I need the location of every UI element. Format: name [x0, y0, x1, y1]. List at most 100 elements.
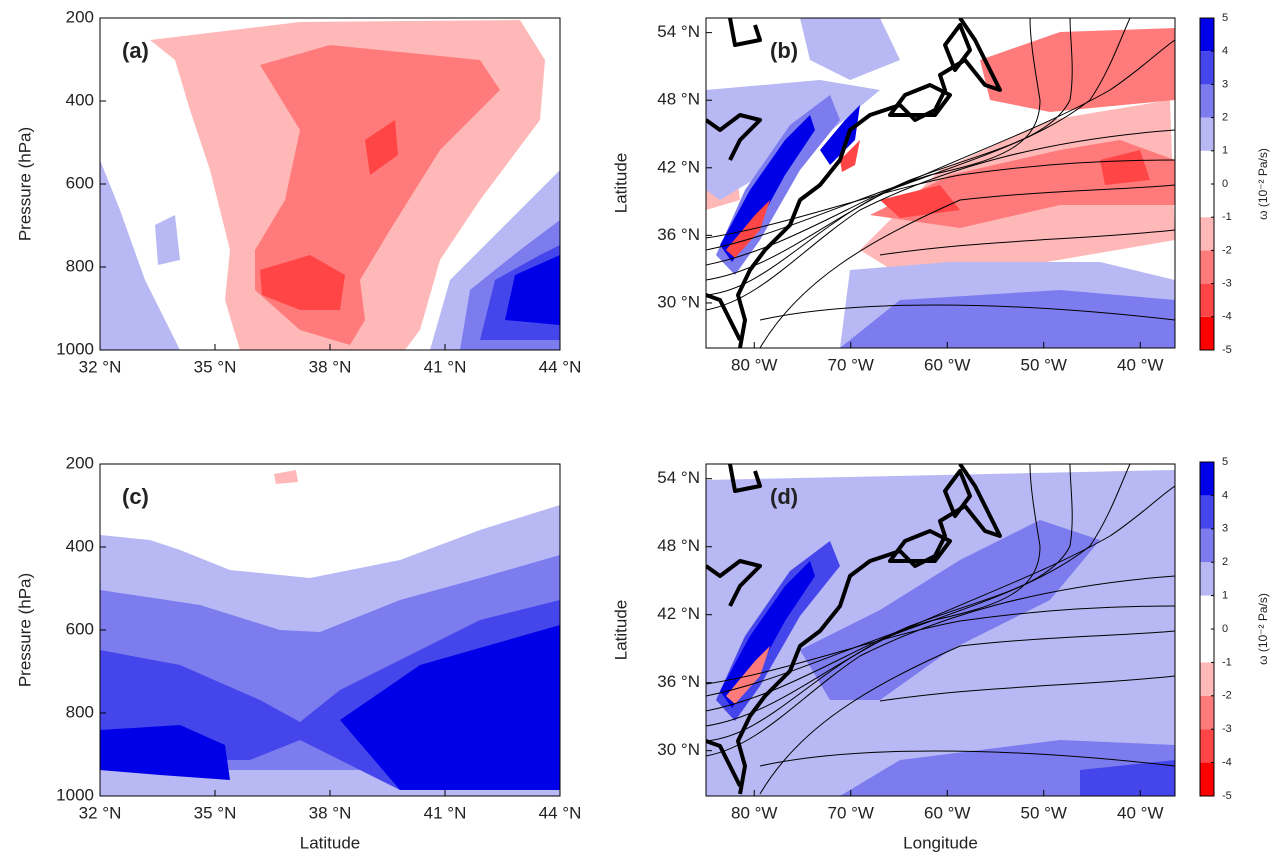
x-tick-label: 41 °N: [424, 803, 467, 822]
colorbar-tick-label: -5: [1222, 344, 1232, 356]
colorbar-tick-label: -1: [1222, 656, 1232, 668]
y-tick-label: 48 °N: [657, 90, 700, 109]
colorbar-level: [1200, 495, 1214, 529]
x-axis-label: Longitude: [903, 833, 978, 852]
colorbar-tick-label: -3: [1222, 723, 1232, 735]
y-tick-label: 30 °N: [657, 292, 700, 311]
y-tick-label: 200: [66, 453, 94, 472]
x-tick-label: 60 °W: [924, 803, 970, 822]
colorbar-level: [1200, 462, 1214, 496]
contour-fill: [706, 470, 1175, 796]
colorbar-tick-label: 4: [1222, 45, 1228, 57]
x-tick-label: 35 °N: [194, 357, 237, 376]
x-axis-label: Latitude: [300, 833, 361, 852]
x-tick-label: 40 °W: [1117, 803, 1163, 822]
y-tick-label: 36 °N: [657, 225, 700, 244]
colorbar-level: [1200, 283, 1214, 317]
colorbar-tick-label: 3: [1222, 523, 1228, 535]
y-tick-label: 36 °N: [657, 672, 700, 691]
x-tick-label: 50 °W: [1021, 803, 1067, 822]
colorbar-tick-label: 0: [1222, 623, 1228, 635]
x-tick-label: 70 °W: [828, 355, 874, 374]
x-tick-label: 38 °N: [309, 803, 352, 822]
panel-label: (d): [770, 484, 798, 509]
x-tick-label: 38 °N: [309, 357, 352, 376]
y-tick-label: 54 °N: [657, 22, 700, 41]
x-tick-label: 35 °N: [194, 803, 237, 822]
colorbar-level: [1200, 217, 1214, 251]
colorbar-tick-label: 1: [1222, 145, 1228, 157]
y-tick-label: 42 °N: [657, 157, 700, 176]
x-tick-label: 32 °N: [79, 803, 122, 822]
y-axis-label: Latitude: [611, 600, 630, 661]
y-tick-label: 42 °N: [657, 604, 700, 623]
contour-fill: [706, 18, 1175, 348]
panel-label: (b): [770, 38, 798, 63]
plot-frame: [705, 463, 1176, 797]
colorbar-tick-label: -4: [1222, 757, 1232, 769]
y-tick-label: 600: [66, 619, 94, 638]
contour-fill: [100, 470, 560, 796]
x-tick-label: 50 °W: [1021, 355, 1067, 374]
colorbar-tick-label: 4: [1222, 489, 1228, 501]
contour-fill: [100, 20, 560, 350]
colorbar-level: [1200, 695, 1214, 730]
x-tick-label: 44 °N: [539, 357, 582, 376]
colorbar-label: ω (10⁻² Pa/s): [1256, 148, 1270, 220]
colorbar-level: [1200, 629, 1214, 663]
x-tick-label: 40 °W: [1117, 355, 1163, 374]
y-tick-label: 400: [66, 90, 94, 109]
y-axis-label: Pressure (hPa): [15, 127, 34, 241]
y-tick-label: 30 °N: [657, 740, 700, 759]
colorbar-tick-label: 1: [1222, 590, 1228, 602]
colorbar-tick-label: -3: [1222, 278, 1232, 290]
colorbar-tick-label: -2: [1222, 690, 1232, 702]
colorbar-level: [1200, 117, 1214, 151]
colorbar-level: [1200, 184, 1214, 218]
x-tick-label: 80 °W: [731, 355, 777, 374]
y-tick-label: 48 °N: [657, 536, 700, 555]
y-axis-label: Pressure (hPa): [15, 573, 34, 687]
colorbar-tick-label: 0: [1222, 178, 1228, 190]
colorbar-level: [1200, 562, 1214, 596]
x-tick-label: 70 °W: [828, 803, 874, 822]
colorbar-tick-label: -4: [1222, 311, 1232, 323]
y-axis-label: Latitude: [611, 153, 630, 214]
colorbar-tick-label: -1: [1222, 211, 1232, 223]
y-tick-label: 1000: [56, 785, 94, 804]
y-tick-label: 200: [66, 7, 94, 26]
colorbar-tick-label: 2: [1222, 112, 1228, 124]
colorbar-level: [1200, 528, 1214, 563]
plot-frame: [705, 17, 1176, 349]
panel-label: (a): [122, 38, 149, 63]
y-tick-label: 400: [66, 536, 94, 555]
colorbar-level: [1200, 18, 1214, 52]
y-tick-label: 600: [66, 173, 94, 192]
y-tick-label: 1000: [56, 339, 94, 358]
colorbar-level: [1200, 51, 1214, 85]
y-tick-label: 800: [66, 256, 94, 275]
colorbar-tick-label: 3: [1222, 78, 1228, 90]
colorbar-tick-label: -5: [1222, 790, 1232, 802]
x-tick-label: 44 °N: [539, 803, 582, 822]
colorbar-label: ω (10⁻² Pa/s): [1256, 593, 1270, 665]
panel-label: (c): [122, 484, 149, 509]
colorbar-level: [1200, 729, 1214, 763]
colorbar-level: [1200, 662, 1214, 696]
colorbar-level: [1200, 250, 1214, 284]
colorbar-level: [1200, 84, 1214, 118]
colorbar-level: [1200, 762, 1214, 796]
x-tick-label: 32 °N: [79, 357, 122, 376]
colorbar-tick-label: 5: [1222, 456, 1228, 468]
colorbar-level: [1200, 595, 1214, 629]
y-tick-label: 54 °N: [657, 468, 700, 487]
x-tick-label: 60 °W: [924, 355, 970, 374]
colorbar-tick-label: 2: [1222, 556, 1228, 568]
x-tick-label: 41 °N: [424, 357, 467, 376]
colorbar-level: [1200, 150, 1214, 184]
x-tick-label: 80 °W: [731, 803, 777, 822]
y-tick-label: 800: [66, 702, 94, 721]
colorbar-level: [1200, 316, 1214, 350]
colorbar-tick-label: 5: [1222, 12, 1228, 24]
